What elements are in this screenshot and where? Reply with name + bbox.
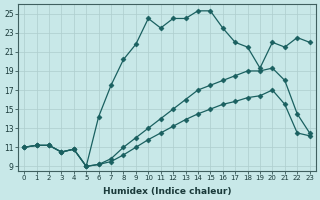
X-axis label: Humidex (Indice chaleur): Humidex (Indice chaleur) — [103, 187, 231, 196]
